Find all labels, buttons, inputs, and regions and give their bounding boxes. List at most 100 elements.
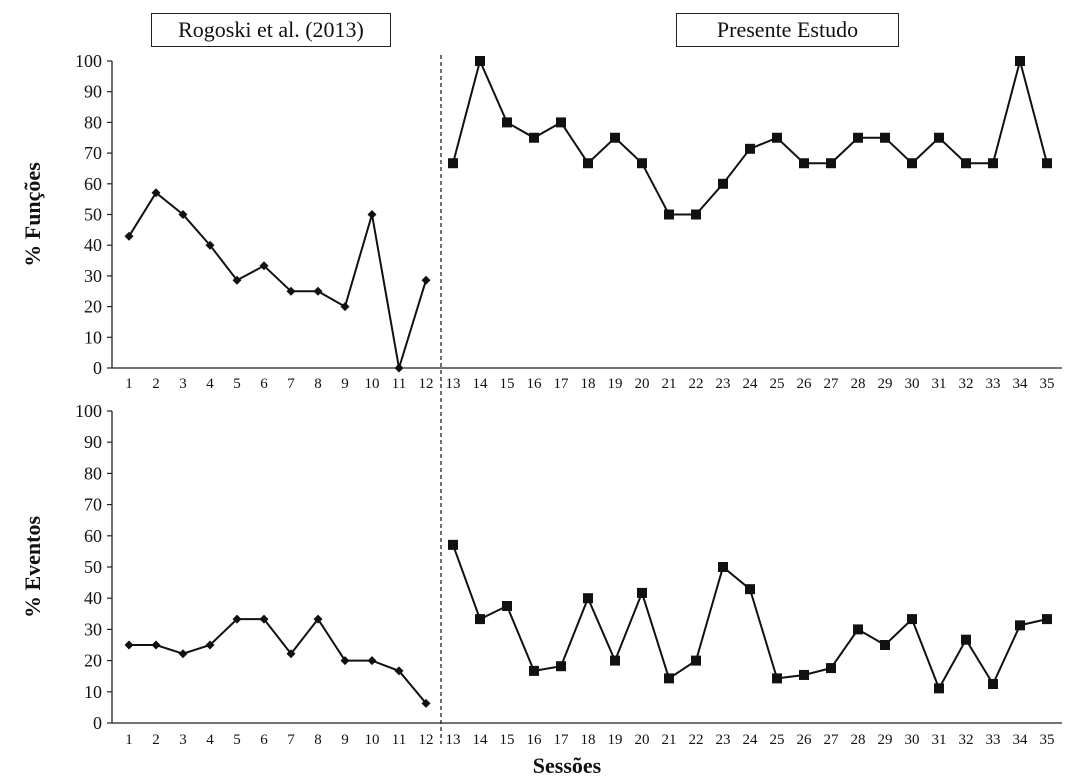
panel-bottom-x-tick-label: 12 bbox=[419, 732, 434, 748]
panel-bottom-y-tick-label: 60 bbox=[84, 526, 102, 546]
panel-bottom-x-tick-label: 21 bbox=[662, 732, 677, 748]
panel-bottom-series-1-point bbox=[232, 614, 242, 624]
panel-bottom-series-1-point bbox=[367, 656, 377, 666]
panel-bottom-series-2-point bbox=[502, 601, 512, 611]
panel-bottom-y-tick-label: 10 bbox=[84, 682, 102, 702]
panel-bottom-series-2-point bbox=[745, 584, 755, 595]
panel-bottom-x-tick-label: 29 bbox=[878, 732, 893, 748]
panel-top-series-2-point bbox=[772, 132, 782, 143]
panel-top-y-tick-label: 20 bbox=[84, 297, 102, 317]
panel-bottom-x-tick-label: 23 bbox=[716, 732, 731, 748]
panel-bottom-series-1-point bbox=[151, 640, 161, 650]
panel-top-x-tick-label: 27 bbox=[824, 376, 840, 392]
panel-top-y-tick-label: 80 bbox=[84, 112, 102, 132]
panel-bottom-x-tick-label: 24 bbox=[743, 732, 759, 748]
panel-bottom-x-tick-label: 22 bbox=[689, 732, 704, 748]
panel-bottom-x-tick-label: 18 bbox=[581, 732, 596, 748]
panel-bottom-x-tick-label: 9 bbox=[341, 732, 349, 748]
panel-top-series-1-point bbox=[286, 286, 296, 296]
panel-bottom-series-2-point bbox=[475, 614, 485, 625]
panel-top-x-tick-label: 11 bbox=[392, 376, 406, 392]
panel-top-x-tick-label: 8 bbox=[314, 376, 322, 392]
panel-bottom-x-tick-label: 14 bbox=[473, 732, 489, 748]
panel-bottom-x-tick-label: 19 bbox=[608, 732, 623, 748]
panel-bottom-series-2-point bbox=[529, 665, 539, 676]
panel-top-y-tick-label: 50 bbox=[84, 205, 102, 225]
panel-bottom-y-axis-title: % Eventos bbox=[20, 516, 45, 619]
panel-bottom-series-1-point bbox=[124, 640, 134, 650]
panel-bottom-y-tick-label: 40 bbox=[84, 588, 102, 608]
panel-top-series-2-point bbox=[907, 158, 917, 169]
panel-bottom-x-tick-label: 3 bbox=[179, 732, 187, 748]
panel-bottom-series-2-point bbox=[826, 663, 836, 674]
panel-top-series-1-point bbox=[340, 302, 350, 312]
panel-bottom-x-tick-label: 17 bbox=[554, 732, 570, 748]
panel-bottom-x-tick-label: 13 bbox=[446, 732, 461, 748]
panel-bottom-series-2-point bbox=[880, 640, 890, 650]
panel-bottom-series-2-point bbox=[907, 614, 917, 625]
panel-top-y-axis-title: % Funções bbox=[20, 162, 45, 267]
panel-top-x-tick-label: 1 bbox=[125, 376, 133, 392]
panel-top-x-tick-label: 35 bbox=[1040, 376, 1055, 392]
panel-bottom-x-tick-label: 8 bbox=[314, 732, 322, 748]
panel-bottom-y-tick-label: 20 bbox=[84, 651, 102, 671]
panel-bottom-x-tick-label: 10 bbox=[365, 732, 380, 748]
panel-top-series-2-point bbox=[880, 132, 890, 143]
panel-top-x-tick-label: 30 bbox=[905, 376, 920, 392]
panel-bottom-y-tick-label: 100 bbox=[75, 401, 102, 421]
panel-top-x-tick-label: 21 bbox=[662, 376, 677, 392]
panel-bottom-series-2-point bbox=[853, 624, 863, 635]
panel-top-x-tick-label: 34 bbox=[1013, 376, 1029, 392]
panel-bottom-x-tick-label: 28 bbox=[851, 732, 866, 748]
panel-top-x-tick-label: 26 bbox=[797, 376, 813, 392]
panel-top-y-tick-label: 90 bbox=[84, 82, 102, 102]
panel-top-series-1-point bbox=[421, 275, 431, 285]
panel-top-x-tick-label: 7 bbox=[287, 376, 295, 392]
panel-top-series-2-line bbox=[452, 57, 1048, 216]
panel-top-series-2-point bbox=[664, 209, 674, 220]
panel-top-series-2-point bbox=[961, 158, 971, 169]
panel-top-x-tick-label: 2 bbox=[152, 376, 160, 392]
panel-top-series-1-point bbox=[313, 286, 323, 296]
panel-top-series-1-point bbox=[151, 188, 161, 198]
panel-top-x-tick-label: 6 bbox=[260, 376, 268, 392]
panel-bottom-series-1-point bbox=[394, 666, 404, 676]
panel-top-series-2-point bbox=[799, 158, 809, 169]
panel-top-series-1-point bbox=[205, 240, 215, 250]
panel-bottom-x-tick-label: 26 bbox=[797, 732, 813, 748]
panel-top-series-2-point bbox=[1042, 158, 1052, 169]
panel-top-series-2-point bbox=[934, 132, 944, 143]
left-phase-header: Rogoski et al. (2013) bbox=[151, 13, 391, 47]
panel-top-x-tick-label: 10 bbox=[365, 376, 380, 392]
panel-top-series-2-point bbox=[610, 132, 620, 143]
panel-bottom-x-tick-label: 20 bbox=[635, 732, 650, 748]
panel-top-x-tick-label: 3 bbox=[179, 376, 187, 392]
panel-top-series-2-point bbox=[529, 132, 539, 143]
panel-bottom-x-tick-label: 25 bbox=[770, 732, 785, 748]
panel-bottom-series-2-point bbox=[961, 634, 971, 645]
panel-bottom-series-1-point bbox=[286, 649, 296, 659]
panel-top-x-tick-label: 19 bbox=[608, 376, 623, 392]
panel-bottom-y-tick-label: 70 bbox=[84, 495, 102, 515]
panel-bottom-x-tick-label: 27 bbox=[824, 732, 840, 748]
panel-top-y-tick-label: 30 bbox=[84, 266, 102, 286]
panel-top-series-2-point bbox=[448, 158, 458, 169]
panel-top-x-tick-label: 17 bbox=[554, 376, 570, 392]
panel-bottom-series-2-point bbox=[718, 562, 728, 572]
panel-bottom-series-1-point bbox=[340, 656, 350, 666]
panel-top-x-tick-label: 12 bbox=[419, 376, 434, 392]
panel-top-x-tick-label: 15 bbox=[500, 376, 515, 392]
panel-top-series-1-line bbox=[128, 191, 427, 369]
panel-top-y-tick-label: 0 bbox=[93, 358, 102, 378]
panel-top-x-tick-label: 5 bbox=[233, 376, 241, 392]
panel-bottom-x-tick-label: 16 bbox=[527, 732, 543, 748]
panel-top-series-2-point bbox=[745, 143, 755, 154]
panel-bottom-series-2-point bbox=[691, 655, 701, 666]
panel-top-x-tick-label: 4 bbox=[206, 376, 214, 392]
panel-bottom-x-tick-label: 35 bbox=[1040, 732, 1055, 748]
panel-top-y-tick-label: 10 bbox=[84, 327, 102, 347]
panel-bottom-x-tick-label: 31 bbox=[932, 732, 947, 748]
panel-bottom-series-2-point bbox=[772, 673, 782, 684]
